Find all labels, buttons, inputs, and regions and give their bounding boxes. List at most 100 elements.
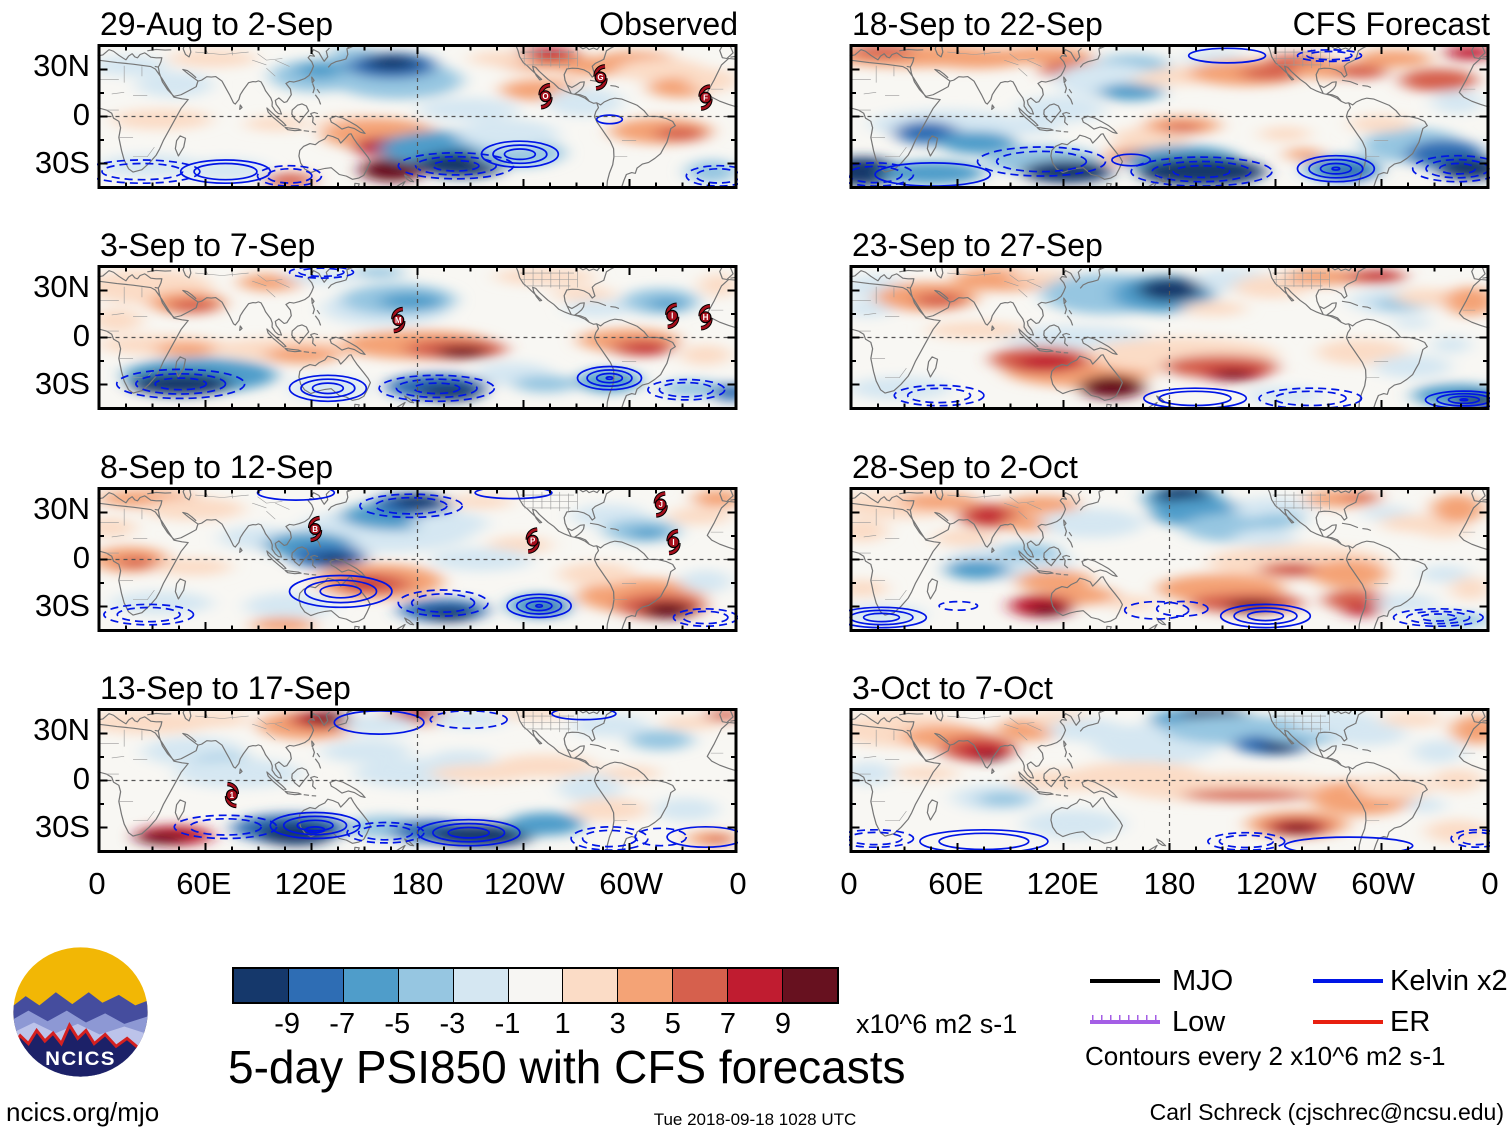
storm-marker: I: [666, 528, 681, 556]
panel-title: 23-Sep to 27-Sep: [852, 227, 1103, 263]
y-axis-label: 30S: [34, 808, 90, 844]
panel-title: 3-Sep to 7-Sep: [100, 227, 316, 263]
colorbar-units: x10^6 m2 s-1: [856, 1009, 1018, 1039]
x-axis-label: 0: [88, 866, 106, 901]
footer-url: ncics.org/mjo: [6, 1097, 160, 1127]
x-axis-label: 120E: [1026, 866, 1099, 901]
low-line-icon: [1090, 1015, 1160, 1024]
svg-text:P: P: [530, 536, 536, 545]
storm-marker: J: [653, 491, 668, 518]
y-axis-label: 30S: [34, 365, 90, 401]
x-axis-label: 60E: [176, 866, 232, 901]
y-axis-label: 30S: [34, 144, 90, 180]
map-panel: O G F: [97, 44, 738, 189]
colorbar: [232, 967, 839, 1004]
x-axis-label: 0: [729, 866, 747, 901]
storm-marker: P: [525, 527, 540, 554]
legend-label-low: Low: [1172, 1006, 1226, 1038]
svg-text:1: 1: [230, 791, 235, 800]
x-axis-label: 60W: [599, 866, 664, 901]
svg-text:I: I: [672, 538, 674, 547]
x-axis-label: 0: [840, 866, 858, 901]
panel-title: 18-Sep to 22-Sep: [852, 6, 1103, 42]
colorbar-tick: 9: [774, 1008, 792, 1040]
storm-marker: I: [665, 302, 680, 330]
legend-label-kelvin: Kelvin x2: [1390, 965, 1508, 997]
map-panel: [849, 44, 1490, 189]
storm-marker: M: [391, 306, 406, 334]
y-axis-label: 30S: [34, 587, 90, 623]
x-axis-label: 60E: [928, 866, 984, 901]
colorbar-cell: [782, 969, 837, 1002]
colorbar-cell: [507, 969, 563, 1002]
x-axis-label: 120W: [1235, 866, 1317, 901]
colorbar-tick: -7: [329, 1008, 356, 1040]
storm-marker: H: [698, 303, 713, 331]
svg-text:J: J: [658, 500, 662, 509]
map-panel: [849, 708, 1490, 853]
colorbar-tick: 1: [554, 1008, 571, 1040]
storm-marker: 1: [224, 781, 239, 809]
panel-title: 29-Aug to 2-Sep: [100, 6, 334, 42]
logo-text: NCICS: [45, 1048, 116, 1070]
legend-label-mjo: MJO: [1172, 965, 1234, 997]
er-line-icon: [1313, 1020, 1383, 1024]
column-label: CFS Forecast: [1292, 6, 1490, 42]
storm-marker: B: [308, 515, 323, 543]
svg-text:O: O: [542, 92, 548, 101]
colorbar-cell: [234, 969, 288, 1002]
colorbar-tick: -3: [439, 1008, 466, 1040]
ncics-logo: NCICS: [13, 947, 148, 1077]
svg-text:F: F: [703, 93, 708, 102]
svg-text:I: I: [671, 312, 673, 321]
y-axis-label: 0: [72, 760, 90, 796]
storm-marker: O: [538, 82, 553, 110]
map-panel: [849, 265, 1490, 410]
x-axis-label: 180: [391, 866, 444, 901]
y-axis-label: 30N: [33, 48, 90, 84]
colorbar-tick: -1: [494, 1008, 521, 1040]
legend-label-er: ER: [1390, 1006, 1431, 1038]
x-axis-label: 180: [1143, 866, 1196, 901]
colorbar-cell: [617, 969, 673, 1002]
colorbar-tick: -9: [274, 1008, 300, 1040]
colorbar-cell: [342, 969, 398, 1002]
x-axis-label: 120W: [483, 866, 565, 901]
panel-title: 28-Sep to 2-Oct: [852, 449, 1078, 485]
logo-base: [13, 1025, 148, 1077]
colorbar-cell: [452, 969, 508, 1002]
colorbar-tick: 5: [664, 1008, 681, 1040]
logo-red-line: [13, 1022, 148, 1050]
colorbar-cell: [287, 969, 343, 1002]
colorbar-tick: 7: [719, 1008, 736, 1040]
map-panel: 1: [97, 708, 738, 853]
svg-text:M: M: [395, 316, 402, 325]
svg-text:G: G: [597, 73, 603, 82]
x-axis-label: 60W: [1351, 866, 1416, 901]
storm-marker: G: [593, 64, 608, 91]
kelvin-line-icon: [1313, 979, 1383, 983]
column-label: Observed: [599, 6, 738, 42]
y-axis-label: 0: [72, 317, 90, 353]
x-axis-label: 0: [1481, 866, 1499, 901]
map-panel: [849, 487, 1490, 632]
figure-title: 5-day PSI850 with CFS forecasts: [228, 1041, 906, 1093]
y-axis-label: 30N: [33, 712, 90, 748]
panel-title: 13-Sep to 17-Sep: [100, 670, 351, 706]
colorbar-cell: [727, 969, 783, 1002]
y-axis-label: 30N: [33, 491, 90, 527]
svg-text:H: H: [703, 313, 709, 322]
mjo-line-icon: [1090, 979, 1160, 983]
y-axis-label: 0: [72, 539, 90, 575]
colorbar-cell: [397, 969, 453, 1002]
map-panel: B P J I: [97, 487, 738, 632]
y-axis-label: 30N: [33, 269, 90, 305]
x-axis-label: 120E: [274, 866, 347, 901]
panel-title: 8-Sep to 12-Sep: [100, 449, 334, 485]
colorbar-tick: 3: [609, 1008, 626, 1040]
footer-timestamp: Tue 2018-09-18 1028 UTC: [653, 1110, 857, 1129]
y-axis-label: 0: [72, 96, 90, 132]
colorbar-cell: [562, 969, 618, 1002]
colorbar-tick: -5: [384, 1008, 411, 1040]
